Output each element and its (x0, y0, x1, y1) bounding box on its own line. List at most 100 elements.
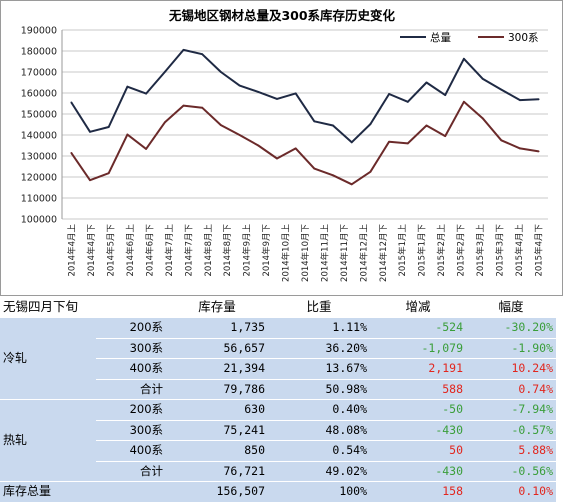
y-tick-label: 180000 (21, 47, 57, 58)
legend-label: 总量 (430, 31, 451, 44)
cell-stock: 630 (166, 399, 269, 421)
x-tick-label: 2014年5月下 (106, 224, 117, 277)
data-point (425, 81, 428, 84)
x-tick-label: 2014年8月下 (222, 224, 233, 277)
y-tick-label: 140000 (21, 131, 57, 142)
data-point (500, 139, 503, 142)
data-point (182, 104, 185, 107)
cell-share: 1.11% (268, 318, 371, 339)
data-point (70, 151, 73, 154)
legend: 总量 300系 (400, 31, 539, 44)
y-tick-label: 160000 (21, 89, 57, 100)
data-point (145, 92, 148, 95)
cell-change: 588 (370, 379, 467, 400)
data-point (294, 147, 297, 150)
data-point (201, 53, 204, 56)
data-point (462, 100, 465, 103)
data-point (332, 174, 334, 177)
data-point (257, 91, 260, 93)
inventory-table-area: 无锡四月下旬 库存量 比重 增减 幅度 冷轧 200系 1,735 1.11% -524… (0, 296, 564, 503)
y-tick-label: 150000 (21, 110, 57, 121)
x-tick-label: 2014年10月上 (281, 224, 292, 282)
data-point (388, 140, 391, 143)
data-point (406, 142, 409, 145)
x-tick-label: 2014年9月上 (242, 224, 253, 277)
data-point (257, 144, 260, 147)
x-tick-label: 2014年6月下 (144, 224, 155, 277)
y-tick-label: 120000 (21, 173, 57, 184)
y-tick-label: 110000 (21, 194, 57, 205)
data-point (126, 133, 129, 136)
data-point (145, 147, 148, 150)
cell-change: -524 (370, 318, 467, 339)
data-point (107, 126, 110, 128)
table-row: 合计 76,721 49.02% -430 -0.56% (0, 461, 557, 482)
data-point (276, 97, 278, 100)
cell-share: 0.40% (268, 399, 371, 421)
x-tick-label: 2015年4月下 (533, 224, 544, 277)
x-tick-label: 2014年12月上 (358, 224, 369, 282)
data-point (238, 84, 241, 87)
row-sub-label: 400系 (96, 440, 167, 462)
data-point (350, 183, 353, 186)
cell-stock: 1,735 (166, 318, 269, 339)
data-point (388, 93, 391, 95)
cell-rate: -0.57% (466, 420, 557, 441)
data-point (481, 77, 484, 80)
data-point (519, 99, 521, 102)
x-axis-ticks: 2014年4月上 2014年4月下 2014年5月下 2014年6月上 2014年6月下… (67, 224, 545, 282)
table-row: 400系 21,394 13.67% 2,191 10.24% (0, 358, 557, 380)
data-point (444, 94, 447, 96)
x-tick-label: 2014年4月下 (86, 224, 97, 277)
x-tick-label: 2014年9月下 (261, 224, 272, 277)
data-point (369, 123, 372, 125)
row-sub-label: 300系 (96, 338, 167, 359)
data-point (537, 98, 540, 101)
data-point (182, 49, 185, 51)
cell-stock: 75,241 (166, 420, 269, 441)
x-tick-label: 2014年12月下 (378, 224, 389, 282)
x-tick-label: 2015年3月上 (475, 224, 486, 277)
data-point (276, 157, 278, 160)
header-change: 增减 (370, 296, 467, 318)
table-row: 合计 79,786 50.98% 588 0.74% (0, 379, 557, 400)
x-tick-label: 2015年1月下 (417, 224, 428, 277)
chart-border (0, 0, 563, 296)
x-tick-label: 2014年8月上 (203, 224, 214, 277)
series-line-300-series (70, 100, 539, 186)
data-point (163, 121, 166, 124)
cell-rate: -7.94% (466, 399, 557, 421)
data-point (163, 71, 166, 73)
cell-change: 50 (370, 440, 467, 462)
data-point (219, 124, 222, 127)
header-share: 比重 (268, 296, 371, 318)
data-point (500, 88, 503, 91)
data-point (89, 130, 91, 133)
x-tick-label: 2015年4月上 (514, 224, 525, 277)
x-tick-label: 2014年6月上 (125, 224, 136, 277)
cell-stock: 21,394 (166, 358, 269, 380)
row-group-label: 冷轧 (0, 318, 96, 400)
cell-change: -430 (370, 461, 467, 482)
y-tick-label: 170000 (21, 68, 57, 79)
cell-share: 50.98% (268, 379, 371, 400)
data-point (107, 172, 110, 175)
cell-rate: -0.56% (466, 461, 557, 482)
data-point (70, 101, 73, 104)
table-row: 400系 850 0.54% 50 5.88% (0, 440, 557, 462)
cell-rate: 5.88% (466, 440, 557, 462)
table-row: 300系 75,241 48.08% -430 -0.57% (0, 420, 557, 441)
data-point (332, 124, 334, 127)
x-tick-label: 2015年3月下 (494, 224, 505, 277)
table-body: 冷轧 200系 1,735 1.11% -524 -30.20% 300系 56,657 36.… (0, 318, 557, 503)
header-rate: 幅度 (466, 296, 557, 318)
cell-rate: -1.90% (466, 338, 557, 359)
data-point (369, 170, 372, 173)
table-row: 热轧 200系 630 0.40% -50 -7.94% (0, 399, 557, 482)
data-point (201, 106, 204, 109)
cell-change: -50 (370, 399, 467, 421)
line-chart: 无锡地区钢材总量及300系库存历史变化 100000 110000 120000 13… (0, 0, 563, 296)
data-point (238, 134, 241, 136)
cell-stock: 56,657 (166, 338, 269, 359)
inventory-table: 无锡四月下旬 库存量 比重 增减 幅度 冷轧 200系 1,735 1.11% -524… (0, 296, 557, 503)
